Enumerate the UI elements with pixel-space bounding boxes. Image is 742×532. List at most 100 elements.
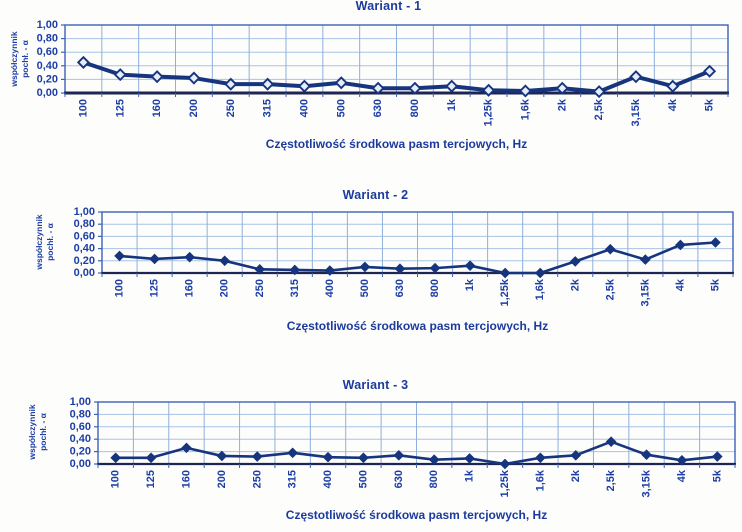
data-point-marker: [703, 64, 717, 78]
x-tick-label: 1k: [464, 469, 476, 482]
x-tick-label: 250: [251, 470, 263, 488]
x-tick-label: 3,15k: [641, 469, 653, 497]
data-point-marker: [676, 454, 688, 466]
x-tick-label: 500: [359, 279, 371, 297]
x-tick-label: 125: [145, 470, 157, 488]
data-point-marker: [150, 70, 164, 84]
chart-2-x-axis-title: Częstotliwość środkowa pasm tercjowych, …: [286, 319, 549, 333]
data-point-marker: [629, 70, 643, 84]
y-tick-label: 0,40: [70, 433, 91, 445]
x-tick-label: 500: [357, 470, 369, 488]
data-point-marker: [641, 449, 652, 461]
x-tick-label: 160: [180, 470, 192, 488]
data-point-marker: [592, 85, 606, 99]
x-tick-label: 500: [335, 99, 347, 117]
gridlines: [97, 401, 736, 465]
data-point-marker: [710, 237, 721, 248]
chart-2-title: Wariant - 2: [342, 188, 409, 202]
y-tick-label: 0,20: [70, 446, 91, 458]
x-tick-label: 2k: [556, 98, 568, 111]
x-tick-label: 1,6k: [534, 278, 546, 300]
y-axis-label-line1: współczynnik: [34, 214, 44, 270]
y-tick-label: 0,80: [37, 33, 58, 45]
x-tick-label: 315: [287, 470, 299, 488]
data-point-marker: [110, 452, 122, 464]
x-tick-label: 800: [429, 279, 441, 297]
x-tick-label: 100: [110, 470, 122, 488]
data-point-marker: [535, 452, 546, 464]
data-point-marker: [322, 451, 334, 463]
x-tick-label: 250: [254, 279, 266, 297]
x-tick-label: 200: [216, 470, 228, 488]
x-tick-label: 250: [225, 99, 237, 117]
chart-1-y-axis-label: współczynnik pochł. - α: [9, 17, 31, 101]
data-point-marker: [289, 264, 301, 276]
x-tick-label: 2,5k: [604, 278, 616, 300]
data-point-marker: [187, 71, 201, 85]
y-tick-labels: 0,000,200,400,600,801,00: [74, 206, 102, 279]
data-points: [110, 436, 723, 470]
data-point-marker: [675, 239, 686, 251]
x-tick-label: 1,25k: [499, 278, 511, 306]
x-tick-label: 315: [262, 99, 274, 117]
x-tick-label: 5k: [709, 278, 721, 291]
x-tick-label: 5k: [711, 469, 723, 482]
y-tick-label: 1,00: [70, 396, 91, 408]
x-tick-label: 125: [114, 99, 126, 117]
data-points: [76, 55, 717, 99]
y-tick-label: 0,40: [74, 243, 95, 255]
data-point-marker: [371, 81, 385, 95]
data-point-marker: [76, 55, 90, 69]
y-tick-labels: 0,00 0,200,40 0,600,80 1,00: [37, 19, 65, 99]
y-axis-label-line2: pochł. - α: [44, 223, 55, 261]
y-tick-label: 0,60: [37, 46, 58, 58]
data-point-marker: [113, 68, 127, 82]
data-point-marker: [181, 442, 192, 454]
x-tick-label: 630: [372, 99, 384, 117]
gridlines: [101, 211, 734, 274]
data-point-marker: [518, 84, 532, 98]
data-point-marker: [711, 451, 723, 462]
chart-3-title: Wariant - 3: [342, 378, 409, 392]
x-tick-label: 400: [324, 279, 336, 297]
data-point-marker: [604, 243, 616, 255]
x-tick-label: 315: [289, 279, 301, 297]
x-tick-label: 3,15k: [639, 278, 651, 306]
y-tick-label: 0,40: [37, 60, 58, 72]
x-tick-label: 4k: [667, 98, 679, 111]
data-point-marker: [499, 267, 511, 279]
chart-3-x-axis-title: Częstotliwość środkowa pasm tercjowych, …: [285, 508, 548, 522]
x-tick-label: 2,5k: [593, 98, 605, 120]
x-tick-label: 1,25k: [483, 98, 495, 126]
data-point-marker: [324, 265, 336, 276]
data-point-marker: [464, 453, 475, 464]
x-tick-label: 800: [409, 99, 421, 117]
y-tick-labels: 0,000,200,400,600,801,00: [70, 396, 98, 470]
y-tick-label: 0,00: [37, 87, 58, 99]
data-point-marker: [219, 255, 231, 267]
y-tick-label: 0,20: [37, 73, 58, 85]
data-point-marker: [569, 256, 581, 267]
y-tick-label: 1,00: [37, 19, 58, 31]
data-point-marker: [261, 77, 275, 91]
data-point-marker: [394, 263, 406, 275]
x-tick-label: 4k: [674, 278, 686, 291]
data-point-marker: [428, 454, 440, 465]
x-tick-label: 160: [151, 99, 163, 117]
data-point-marker: [666, 79, 680, 93]
x-tick-label: 100: [77, 99, 89, 117]
data-points: [114, 237, 721, 279]
x-tick-labels: 100 125 160 200 250 315 400 500 630 800 1k 1,25k 1,6…: [101, 273, 734, 307]
data-point-marker: [287, 447, 298, 459]
y-tick-label: 0,60: [74, 230, 95, 242]
data-point-marker: [555, 81, 569, 95]
data-point-marker: [482, 83, 496, 97]
chart-2-y-axis-label: współczynnik pochł. - α: [34, 200, 56, 284]
data-point-marker: [499, 458, 511, 470]
y-tick-label: 0,60: [70, 421, 91, 433]
chart-3-plot: 0,000,200,400,600,801,00 100 125 160 200 250 3…: [70, 396, 736, 498]
data-point-marker: [224, 77, 238, 91]
x-tick-label: 3,15k: [630, 98, 642, 126]
y-axis-label-line1: współczynnik: [9, 31, 19, 87]
